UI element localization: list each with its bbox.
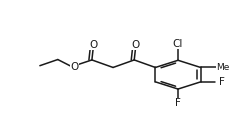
Text: F: F: [175, 99, 181, 108]
Text: O: O: [70, 62, 79, 72]
Text: O: O: [131, 40, 140, 50]
Text: O: O: [89, 40, 97, 50]
Text: F: F: [219, 77, 225, 87]
Text: Me: Me: [216, 63, 230, 72]
Text: Cl: Cl: [173, 39, 183, 49]
